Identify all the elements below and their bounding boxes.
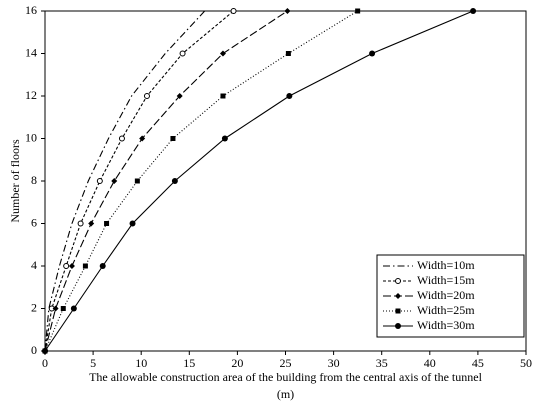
x-tick-label: 25 (280, 356, 292, 370)
x-tick-label: 0 (42, 356, 48, 370)
legend-label: Width=20m (417, 288, 475, 302)
y-tick-label: 10 (25, 130, 37, 144)
marker (220, 93, 226, 99)
x-tick-label: 10 (135, 356, 147, 370)
y-tick-label: 6 (31, 215, 37, 229)
marker (143, 93, 150, 99)
marker (111, 178, 118, 184)
series-line (44, 10, 234, 352)
y-tick-label: 8 (31, 173, 37, 187)
marker (355, 8, 361, 14)
marker (230, 8, 237, 14)
y-tick-label: 2 (31, 300, 37, 314)
marker (139, 135, 146, 142)
x-tick-label: 15 (183, 356, 195, 370)
marker (286, 93, 293, 99)
marker (77, 220, 84, 227)
marker (179, 50, 186, 57)
x-tick-label: 20 (231, 356, 243, 370)
legend-label: Width=15m (417, 273, 475, 287)
series-line (44, 10, 358, 352)
x-tick-label: 35 (376, 356, 388, 370)
legend-label: Width=30m (417, 318, 475, 332)
x-tick-label: 45 (472, 356, 484, 370)
marker (60, 306, 66, 311)
marker (42, 348, 48, 354)
marker (395, 278, 401, 284)
marker (68, 263, 75, 269)
x-tick-label: 50 (520, 356, 532, 370)
marker (52, 305, 59, 312)
marker (99, 263, 106, 269)
legend: Width=10mWidth=15mWidth=20mWidth=25mWidt… (376, 254, 525, 338)
series-line (44, 10, 206, 352)
marker (104, 221, 110, 226)
marker (395, 308, 401, 314)
marker (395, 323, 401, 329)
marker (118, 135, 125, 142)
marker (285, 51, 291, 56)
legend-label: Width=25m (417, 303, 475, 317)
marker (63, 263, 70, 269)
marker (70, 305, 77, 312)
y-tick-label: 4 (31, 258, 37, 272)
y-tick-label: 14 (25, 45, 37, 59)
marker (96, 178, 103, 184)
marker (395, 293, 401, 299)
x-tick-label: 40 (424, 356, 436, 370)
marker (88, 220, 95, 227)
x-axis-label: The allowable construction area of the b… (89, 370, 483, 384)
legend-label: Width=10m (417, 258, 475, 272)
x-tick-label: 5 (90, 356, 96, 370)
x-tick-label: 30 (328, 356, 340, 370)
marker (176, 93, 183, 99)
marker (134, 178, 140, 184)
y-tick-label: 16 (25, 3, 37, 17)
y-axis-label: Number of floors (8, 139, 22, 223)
y-tick-label: 0 (31, 343, 37, 357)
x-axis-label: (m) (277, 387, 294, 401)
marker (82, 263, 88, 269)
marker (221, 135, 228, 142)
marker (284, 8, 291, 14)
marker (219, 50, 226, 57)
series-line (44, 10, 288, 352)
marker (369, 50, 376, 57)
marker (129, 220, 136, 227)
marker (470, 8, 477, 14)
marker (171, 178, 178, 184)
y-tick-label: 12 (25, 88, 37, 102)
marker (170, 136, 176, 141)
